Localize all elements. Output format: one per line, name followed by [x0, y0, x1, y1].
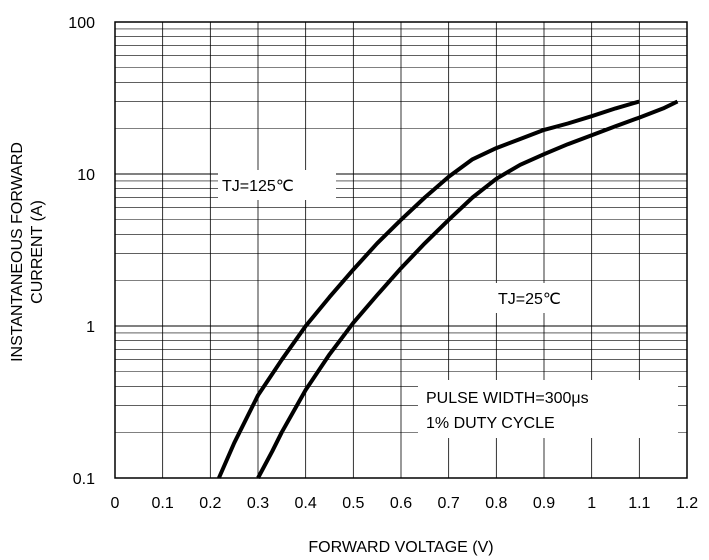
x-tick-label: 0.5	[342, 495, 364, 512]
x-tick-label: 0.2	[199, 495, 221, 512]
x-tick-label: 0.9	[533, 495, 555, 512]
y-tick-labels: 0.1 1 10 100	[68, 15, 95, 488]
x-tick-label: 0.3	[247, 495, 269, 512]
y-tick-label: 100	[68, 15, 95, 32]
plot-area-frame	[114, 21, 688, 479]
tj125-label: TJ=125℃	[222, 178, 294, 195]
x-axis-label: FORWARD VOLTAGE (V)	[308, 539, 493, 556]
pulse-width-label: PULSE WIDTH=300μs	[426, 390, 589, 407]
series-line-tj125	[217, 99, 640, 479]
series-line-tj25	[256, 99, 679, 479]
tj25-label-background	[494, 283, 586, 313]
y-tick-label: 1	[86, 319, 95, 336]
x-tick-label: 1	[587, 495, 596, 512]
x-tick-label: 0.8	[485, 495, 507, 512]
tj25-label: TJ=25℃	[498, 291, 561, 308]
y-axis-label-line2: CURRENT (A)	[29, 200, 46, 304]
x-tick-label: 0.4	[295, 495, 317, 512]
x-tick-label: 0.7	[438, 495, 460, 512]
x-tick-label: 0.1	[152, 495, 174, 512]
x-tick-label: 0	[111, 495, 120, 512]
pulse-note-background	[418, 380, 678, 438]
y-tick-label: 10	[77, 167, 95, 184]
tj125-label-background	[218, 170, 336, 200]
x-tick-labels: 0 0.1 0.2 0.3 0.4 0.5 0.6 0.7 0.8 0.9 1 1.1 1.2	[111, 495, 699, 512]
x-tick-label: 1.2	[676, 495, 698, 512]
duty-cycle-label: 1% DUTY CYCLE	[426, 415, 555, 432]
series-curves	[217, 99, 679, 479]
y-tick-label: 0.1	[73, 471, 95, 488]
x-tick-label: 0.6	[390, 495, 412, 512]
y-axis-label-line1: INSTANTANEOUS FORWARD	[9, 142, 26, 362]
x-tick-label: 1.1	[628, 495, 650, 512]
